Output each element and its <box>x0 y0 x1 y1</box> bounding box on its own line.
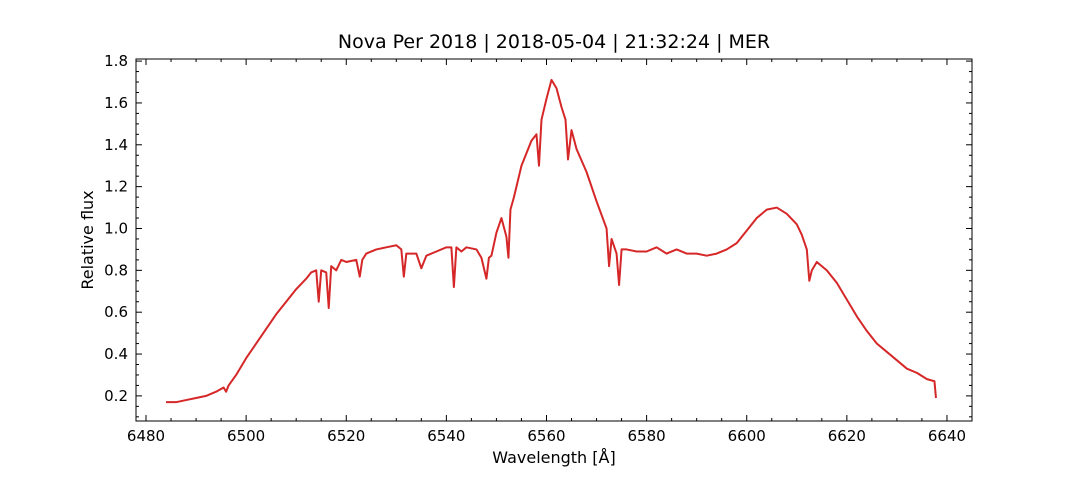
y-tick-label: 1.2 <box>104 178 128 196</box>
y-tick-label: 0.4 <box>104 345 128 363</box>
y-tick-label: 0.2 <box>104 387 128 405</box>
x-tick-label: 6640 <box>928 427 966 445</box>
y-axis: 0.2 0.4 0.6 0.8 1.0 1.2 1.4 1.6 1.8 <box>104 52 972 418</box>
y-tick-label: 1.8 <box>104 52 128 70</box>
y-axis-label: Relative flux <box>78 190 97 289</box>
x-tick-label: 6500 <box>227 427 265 445</box>
x-tick-label: 6600 <box>728 427 766 445</box>
y-tick-label: 1.0 <box>104 219 128 237</box>
x-axis: 6480 6500 6520 6540 6560 6580 6600 6620 6640 <box>127 59 973 445</box>
x-tick-label: 6520 <box>327 427 365 445</box>
y-tick-label: 0.8 <box>104 261 128 279</box>
x-tick-label: 6620 <box>828 427 866 445</box>
x-tick-label: 6480 <box>127 427 165 445</box>
y-tick-label: 1.6 <box>104 94 128 112</box>
y-tick-label: 0.6 <box>104 303 128 321</box>
plot-area <box>135 58 973 422</box>
spectrum-line-0 <box>166 78 937 404</box>
series-layer <box>166 78 937 404</box>
x-axis-label: Wavelength [Å] <box>492 448 615 467</box>
plot-frame <box>135 58 973 422</box>
chart-title: Nova Per 2018 | 2018-05-04 | 21:32:24 | … <box>338 31 770 53</box>
y-tick-label: 1.4 <box>104 136 128 154</box>
x-tick-label: 6540 <box>427 427 465 445</box>
x-tick-label: 6560 <box>527 427 565 445</box>
x-tick-label: 6580 <box>628 427 666 445</box>
